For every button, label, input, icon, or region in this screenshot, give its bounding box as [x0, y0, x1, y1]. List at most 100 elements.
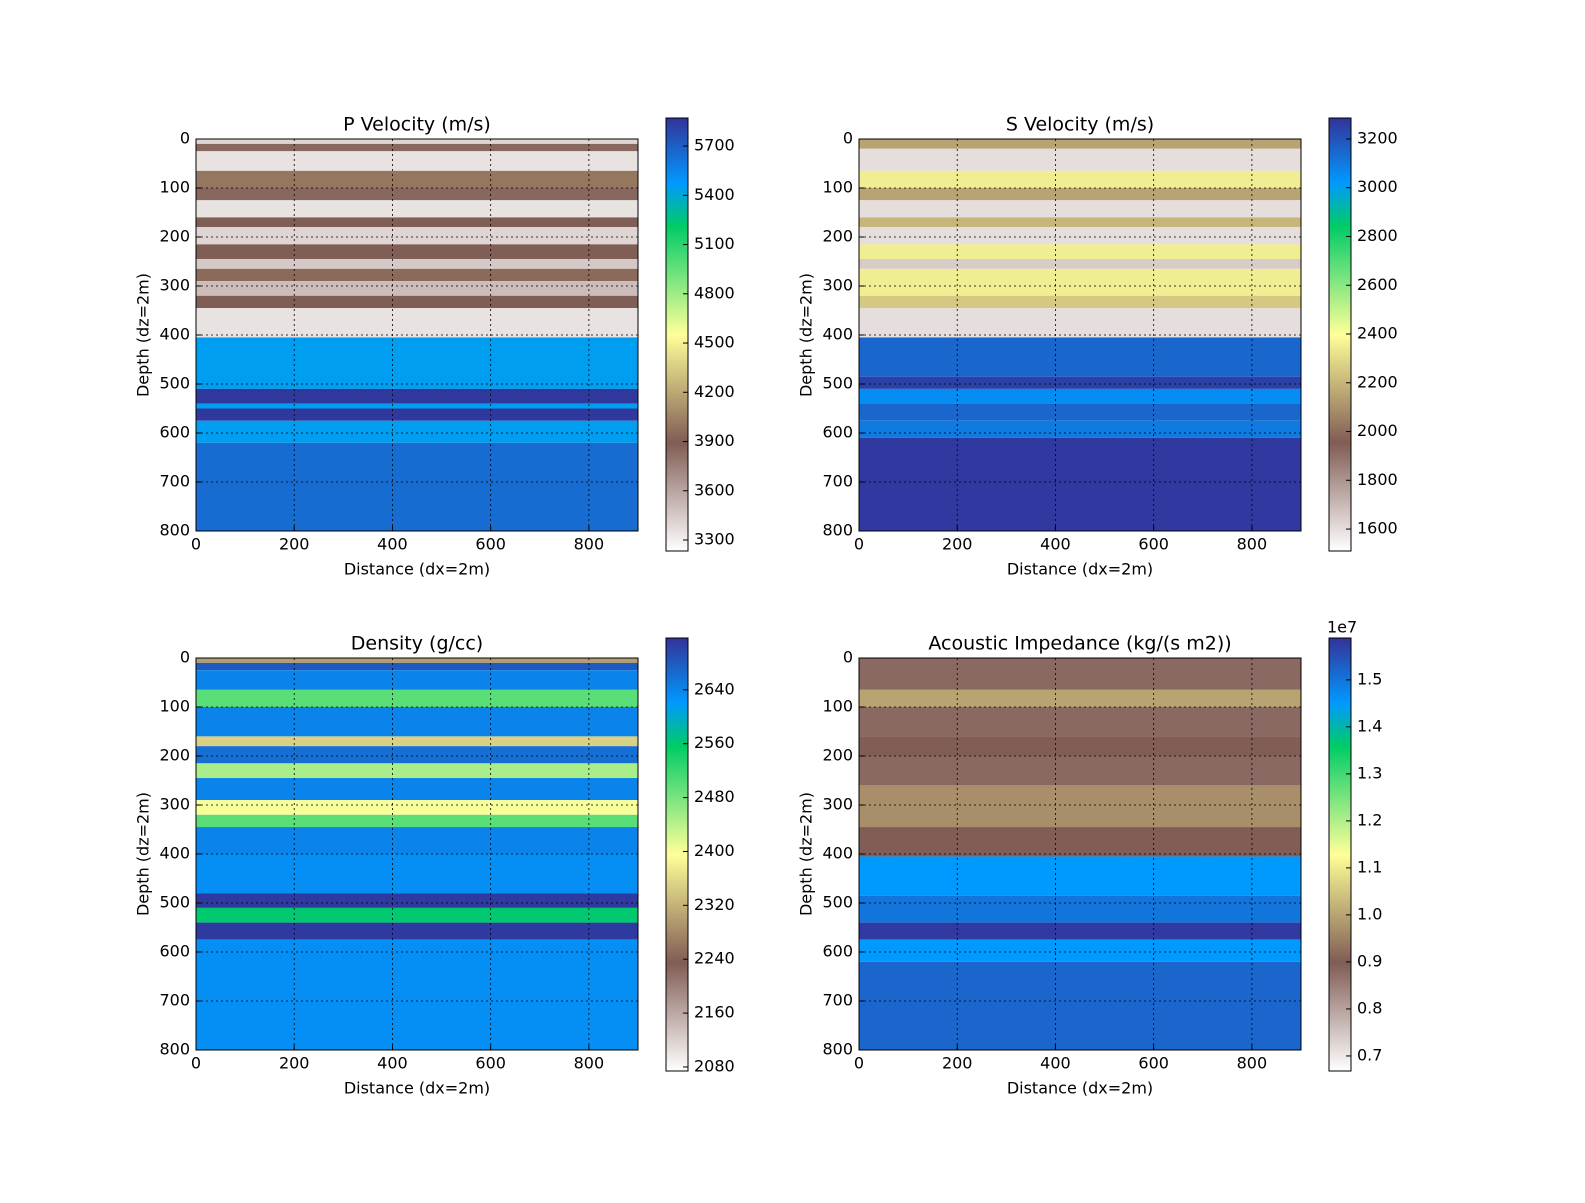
x-tick-label: 200 [279, 535, 310, 554]
layer-band [859, 259, 1301, 269]
x-axis-label: Distance (dx=2m) [1007, 560, 1153, 579]
layer-band [196, 800, 638, 815]
layer-band [196, 244, 638, 260]
x-tick-label: 400 [377, 535, 408, 554]
y-axis-label: Depth (dz=2m) [797, 273, 816, 397]
chart-title: Acoustic Impedance (kg/(s m2)) [928, 633, 1231, 655]
y-tick-label: 100 [822, 697, 853, 716]
y-tick-label: 700 [159, 991, 190, 1010]
x-tick-label: 0 [854, 535, 864, 554]
colorbar-tick-label: 2640 [694, 679, 735, 698]
layer-band [859, 689, 1301, 707]
plot-frame [858, 657, 1302, 1051]
colorbar-tick-label: 3200 [1357, 128, 1398, 147]
colorbar-tick-label: 4200 [694, 382, 735, 401]
layer-band [196, 670, 638, 690]
layer-band [859, 376, 1301, 389]
colorbar-tick-label: 5400 [694, 185, 735, 204]
y-tick-label: 800 [159, 1040, 190, 1059]
layer-band [859, 961, 1301, 1050]
layer-band [196, 689, 638, 707]
y-tick-label: 700 [159, 472, 190, 491]
colorbar-tick-label: 0.7 [1357, 1045, 1382, 1064]
layer-band [859, 420, 1301, 438]
colorbar-tick-label: 2200 [1357, 372, 1398, 391]
y-tick-label: 0 [180, 129, 190, 148]
colorbar-tick-label: 1.1 [1357, 857, 1382, 876]
y-tick-label: 400 [822, 844, 853, 863]
colorbar-tick-label: 3300 [694, 530, 735, 549]
y-tick-label: 800 [159, 521, 190, 540]
y-tick-label: 600 [822, 942, 853, 961]
x-tick-label: 400 [377, 1054, 408, 1073]
colorbar [665, 637, 689, 1072]
y-tick-label: 700 [822, 472, 853, 491]
layer-band [196, 662, 638, 671]
colorbar-tick-label: 2240 [694, 949, 735, 968]
layer-band [859, 785, 1301, 828]
layer-band [196, 295, 638, 309]
x-tick-label: 200 [942, 1054, 973, 1073]
x-tick-label: 600 [1138, 1054, 1169, 1073]
panel: 0 200 400 600 8000100200300400500600700800P … [134, 114, 735, 579]
layer-band [859, 827, 1301, 857]
y-tick-label: 100 [159, 178, 190, 197]
layer-band [859, 756, 1301, 786]
layer-band [196, 922, 638, 940]
x-tick-label: 600 [1138, 535, 1169, 554]
colorbar-tick-label: 2400 [694, 841, 735, 860]
layer-band [196, 420, 638, 443]
layer-band [196, 854, 638, 894]
colorbar-tick-label: 1.0 [1357, 904, 1382, 923]
colorbar-tick-label: 1.3 [1357, 763, 1382, 782]
colorbar-tick-label: 0.8 [1357, 998, 1382, 1017]
layer-band [196, 139, 638, 144]
colorbar-tick-label: 1.2 [1357, 810, 1382, 829]
y-tick-label: 400 [822, 325, 853, 344]
colorbar-offset: 1e7 [1327, 618, 1357, 637]
layer-band [196, 200, 638, 218]
layer-band [196, 827, 638, 854]
layer-band [859, 922, 1301, 940]
layer-band [859, 895, 1301, 923]
colorbar [1328, 637, 1352, 1072]
layer-band [196, 337, 638, 389]
layer-band [859, 388, 1301, 404]
layer-band [859, 200, 1301, 218]
y-tick-label: 300 [159, 276, 190, 295]
x-tick-label: 800 [1237, 1054, 1268, 1073]
layer-band [859, 403, 1301, 421]
chart-title: Density (g/cc) [351, 633, 483, 655]
colorbar-tick-label: 2160 [694, 1003, 735, 1022]
y-tick-label: 200 [822, 227, 853, 246]
layer-band [196, 707, 638, 737]
layer-band [196, 746, 638, 764]
x-tick-label: 600 [475, 1054, 506, 1073]
layer-band [196, 408, 638, 421]
chart-title: P Velocity (m/s) [343, 114, 491, 136]
y-tick-label: 600 [822, 423, 853, 442]
layer-band [859, 707, 1301, 737]
chart-title: S Velocity (m/s) [1006, 114, 1154, 136]
layer-band [196, 893, 638, 908]
colorbar-tick-label: 3900 [694, 431, 735, 450]
layer-band [859, 856, 1301, 896]
x-tick-label: 0 [191, 1054, 201, 1073]
layer-band [196, 259, 638, 269]
layer-band [859, 244, 1301, 260]
x-tick-label: 800 [574, 1054, 605, 1073]
y-tick-label: 200 [159, 227, 190, 246]
colorbar-tick-label: 2560 [694, 733, 735, 752]
x-tick-label: 800 [574, 535, 605, 554]
y-tick-label: 0 [843, 129, 853, 148]
x-tick-label: 800 [1237, 535, 1268, 554]
y-tick-label: 800 [822, 1040, 853, 1059]
plot-frame [858, 138, 1302, 532]
layer-band [859, 227, 1301, 245]
x-axis-label: Distance (dx=2m) [1007, 1079, 1153, 1098]
x-tick-label: 600 [475, 535, 506, 554]
y-tick-label: 0 [180, 648, 190, 667]
colorbar-tick-label: 2800 [1357, 226, 1398, 245]
colorbar-tick-label: 1.4 [1357, 716, 1382, 735]
